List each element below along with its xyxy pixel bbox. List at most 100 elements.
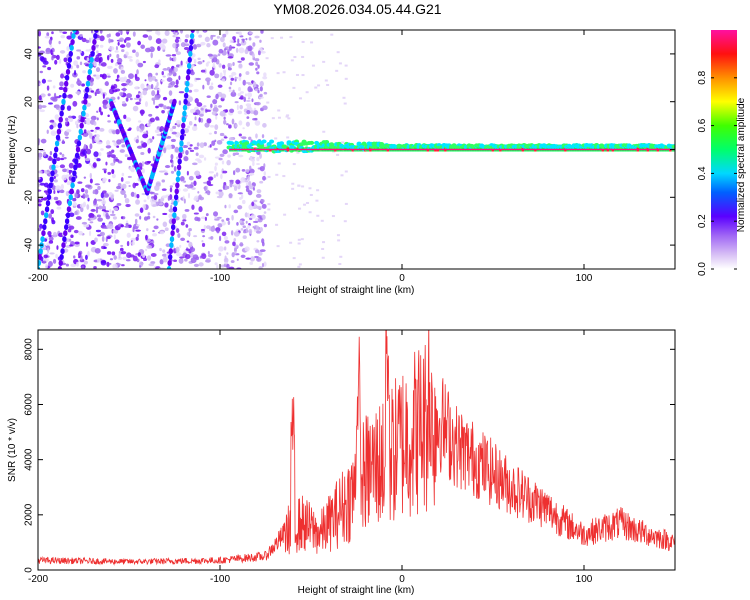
spectrogram-cell	[109, 53, 112, 57]
spectrogram-cell	[216, 264, 219, 269]
spectrogram-cell	[146, 215, 151, 220]
spectrogram-cell	[53, 190, 56, 194]
spectrogram-cell	[52, 258, 57, 264]
spectrogram-cell	[46, 169, 50, 173]
spectrogram-cell	[49, 124, 54, 130]
spectrogram-cell	[193, 146, 199, 150]
spectrogram-cell	[224, 255, 227, 261]
spectrogram-cell	[259, 80, 264, 87]
spectrogram-cell	[267, 203, 271, 206]
spectrogram-cell	[245, 257, 251, 260]
spectrogram-cell	[76, 189, 80, 195]
spectrogram-cell	[320, 219, 324, 222]
spectrogram-track-cell	[65, 212, 71, 219]
spectrogram-cell	[127, 156, 132, 160]
spectrogram-cell	[224, 240, 230, 244]
spectrogram-cell	[52, 97, 58, 102]
spectrogram-cell	[38, 203, 42, 207]
spectrogram-cell	[120, 244, 124, 247]
spectrogram-cell	[251, 98, 254, 103]
spectrogram-cell	[38, 156, 42, 160]
spectrogram-cell	[231, 214, 234, 221]
spectrogram-cell	[134, 213, 140, 217]
spectrogram-cell	[172, 182, 176, 186]
spectrogram-track-cell	[170, 230, 175, 237]
spectrogram-cell	[340, 174, 344, 177]
spectrogram-cell	[255, 61, 259, 66]
spectrogram-cell	[252, 220, 259, 224]
spectrogram-cell	[270, 37, 274, 40]
spectrogram-cell	[175, 36, 181, 40]
spectrogram-cell	[207, 250, 210, 255]
spectrogram-cell	[151, 90, 156, 97]
spectrogram-cell	[247, 212, 250, 219]
spectrogram-cell	[82, 149, 87, 156]
spectrogram-cell	[200, 41, 206, 46]
spectrogram-cell	[223, 136, 228, 139]
spectrogram-cell	[171, 81, 176, 86]
spectrogram-cell	[196, 30, 200, 34]
spectrogram-cell	[73, 255, 76, 259]
spectrogram-cell	[339, 255, 343, 258]
spectrogram-cell	[195, 43, 202, 48]
spectrogram-cell	[108, 223, 114, 229]
spectrogram-track-cell	[188, 50, 193, 57]
spectrogram-cell	[261, 238, 265, 244]
spectrogram-cell	[47, 79, 53, 82]
spectrogram-cell	[223, 48, 227, 51]
spectrogram-cell	[69, 175, 73, 178]
spectrogram-cell	[183, 156, 189, 162]
spectrogram-cell	[218, 252, 222, 257]
spectrogram-cell	[193, 197, 199, 201]
spectrogram-cell	[89, 134, 93, 139]
spectrogram-cell	[173, 259, 178, 263]
spectrogram-cell	[119, 37, 124, 42]
spectrogram-cell	[103, 193, 110, 198]
spectrogram-cell	[125, 222, 129, 227]
spectrogram-cell	[246, 99, 251, 102]
spectrogram-cell	[96, 158, 101, 162]
spectrogram-cell	[42, 260, 47, 264]
spectrogram-cell	[165, 144, 172, 150]
spectrogram-cell	[221, 219, 225, 222]
spectrogram-cell	[255, 193, 262, 198]
spectrogram-cell	[169, 185, 173, 188]
spectrogram-carrier-cell	[329, 142, 335, 147]
spectrogram-cell	[152, 204, 157, 207]
spectrogram-cell	[238, 47, 245, 54]
spectrogram-track-cell	[54, 140, 60, 147]
spectrogram-cell	[293, 56, 297, 59]
spectrogram-cell	[262, 123, 267, 128]
spectrogram-cell	[232, 62, 235, 66]
spectrogram-cell	[232, 36, 236, 40]
spectrogram-cell	[95, 44, 100, 47]
spectrogram-cell	[64, 121, 68, 125]
spectrogram-cell	[169, 57, 172, 61]
spectrogram-cell	[237, 38, 240, 44]
spectrogram-cell	[107, 114, 110, 118]
spectrogram-cell	[257, 215, 263, 218]
spectrogram-cell	[301, 55, 305, 58]
spectrogram-cell	[144, 101, 149, 108]
spectrogram-cell	[239, 91, 244, 94]
spectrogram-cell	[97, 217, 103, 222]
spectrogram-cell	[233, 247, 237, 253]
spectrogram-cell	[175, 79, 179, 86]
spectrogram-cell	[104, 210, 110, 213]
spectrogram-cell	[209, 107, 213, 111]
spectrogram-cell	[248, 31, 254, 35]
spectrogram-cell	[218, 63, 222, 68]
spectrogram-cell	[223, 119, 227, 125]
spectrogram-track-cell	[187, 56, 192, 63]
spectrogram-cell	[172, 125, 177, 130]
spectrogram-cell	[38, 30, 42, 37]
spectrogram-cell	[185, 149, 189, 156]
spectrogram-cell	[112, 130, 117, 135]
spectrogram-cell	[261, 214, 266, 219]
spectrogram-cell	[76, 56, 81, 60]
spectrogram-cell	[170, 204, 173, 211]
spectrogram-cell	[162, 221, 168, 228]
spectrogram-cell	[226, 123, 229, 126]
spectrogram-track-cell	[88, 62, 93, 69]
spectrogram-cell	[67, 223, 71, 227]
